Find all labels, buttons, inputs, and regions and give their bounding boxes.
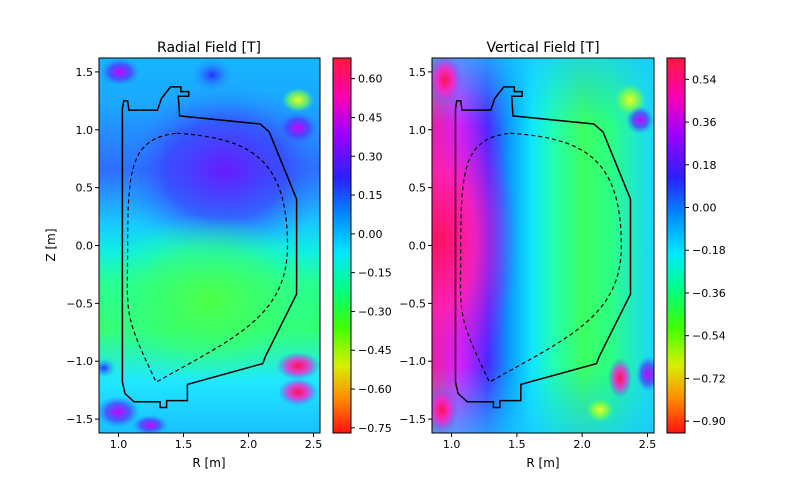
vertical-field-y-tick-label: −0.5 — [399, 297, 426, 310]
vertical-field-y-tick-label: −1.5 — [399, 413, 426, 426]
radial-field-y-tick-label: 1.0 — [76, 124, 94, 137]
radial-field-colorbar — [332, 57, 352, 434]
vertical-field-colorbar-tick-label: −0.72 — [692, 372, 726, 385]
vertical-field-plot: Vertical Field [T] 1.0 1.5 2.0 2.5 1.5 1.0 0.… — [399, 40, 726, 470]
radial-field-plot: Radial Field [T] 1.0 1.5 2.0 2.5 1.5 1.0 0.5 0… — [44, 40, 392, 470]
vertical-field-x-tick-label: 1.5 — [508, 438, 526, 451]
radial-field-colorbar-tick-label: 0.30 — [358, 150, 383, 163]
vertical-field-y-tick-label: −1.0 — [399, 355, 426, 368]
radial-field-colorbar-tick-label: 0.60 — [358, 73, 383, 86]
radial-field-y-ticks: 1.5 1.0 0.5 0.0 −0.5 −1.0 −1.5 — [66, 66, 99, 426]
radial-field-y-tick-label: 0.0 — [76, 240, 94, 253]
radial-field-x-label: R [m] — [192, 456, 225, 470]
vertical-field-x-tick-label: 1.0 — [443, 438, 461, 451]
radial-field-x-tick-label: 2.5 — [305, 438, 323, 451]
vertical-field-colorbar-ticks: 0.54 0.36 0.18 0.00 −0.18 −0.36 −0.54 −0.72 −0.9… — [685, 73, 726, 428]
vertical-field-y-tick-label: 0.0 — [409, 240, 427, 253]
vertical-field-colorbar-tick-label: 0.54 — [692, 73, 717, 86]
vertical-field-wall-outline — [454, 86, 632, 409]
radial-field-y-tick-label: −1.5 — [66, 413, 93, 426]
vertical-field-x-tick-label: 2.0 — [573, 438, 591, 451]
radial-field-x-ticks: 1.0 1.5 2.0 2.5 — [110, 433, 323, 451]
radial-field-colorbar-tick-label: −0.45 — [358, 344, 392, 357]
vertical-field-colorbar-tick-label: 0.00 — [692, 202, 717, 215]
vertical-field-colorbar-tick-label: −0.36 — [692, 287, 726, 300]
radial-field-plasma-boundary — [126, 132, 289, 383]
radial-field-colorbar-tick-label: 0.00 — [358, 228, 383, 241]
radial-field-colorbar-tick-label: −0.15 — [358, 267, 392, 280]
vertical-field-colorbar-tick-label: −0.90 — [692, 415, 726, 428]
radial-field-x-tick-label: 2.0 — [240, 438, 258, 451]
vertical-field-y-tick-label: 0.5 — [409, 182, 427, 195]
vertical-field-x-ticks: 1.0 1.5 2.0 2.5 — [443, 433, 656, 451]
vertical-field-colorbar — [666, 57, 686, 434]
vertical-field-colorbar-tick-label: −0.54 — [692, 330, 726, 343]
radial-field-title: Radial Field [T] — [157, 40, 261, 56]
radial-field-y-label: Z [m] — [44, 228, 58, 261]
radial-field-colorbar-tick-label: −0.75 — [358, 422, 392, 435]
radial-field-x-tick-label: 1.5 — [175, 438, 193, 451]
radial-field-colorbar-tick-label: 0.45 — [358, 111, 383, 124]
radial-field-y-tick-label: −1.0 — [66, 355, 93, 368]
vertical-field-plasma-boundary — [459, 132, 622, 383]
radial-field-x-tick-label: 1.0 — [110, 438, 128, 451]
radial-field-colorbar-tick-label: 0.15 — [358, 189, 383, 202]
radial-field-y-tick-label: 0.5 — [76, 182, 94, 195]
vertical-field-y-tick-label: 1.5 — [409, 66, 427, 79]
vertical-field-title: Vertical Field [T] — [486, 40, 599, 56]
radial-field-colorbar-tick-label: −0.30 — [358, 305, 392, 318]
radial-field-colorbar-ticks: 0.60 0.45 0.30 0.15 0.00 −0.15 −0.30 −0.45 −0.60… — [351, 73, 392, 435]
radial-field-colorbar-tick-label: −0.60 — [358, 383, 392, 396]
vertical-field-x-tick-label: 2.5 — [639, 438, 657, 451]
radial-field-y-tick-label: 1.5 — [76, 66, 94, 79]
vertical-field-colorbar-tick-label: 0.36 — [692, 116, 717, 129]
radial-field-wall-outline — [121, 86, 298, 409]
vertical-field-colorbar-tick-label: −0.18 — [692, 244, 726, 257]
radial-field-heatmap — [99, 58, 320, 433]
vertical-field-y-tick-label: 1.0 — [409, 124, 427, 137]
radial-field-y-tick-label: −0.5 — [66, 297, 93, 310]
vertical-field-y-ticks: 1.5 1.0 0.5 0.0 −0.5 −1.0 −1.5 — [399, 66, 432, 426]
vertical-field-x-label: R [m] — [526, 456, 559, 470]
vertical-field-heatmap — [432, 58, 654, 433]
vertical-field-colorbar-tick-label: 0.18 — [692, 159, 717, 172]
